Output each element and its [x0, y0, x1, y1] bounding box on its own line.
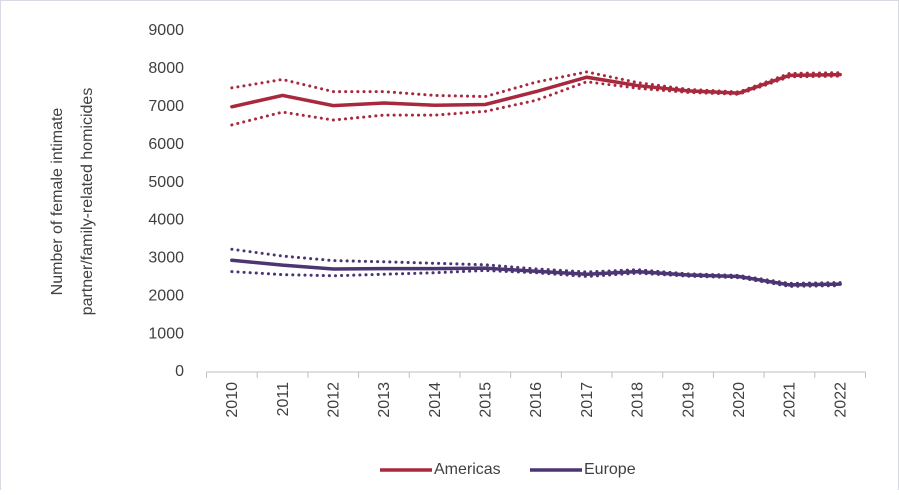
x-tick-label: 2013 — [376, 382, 393, 418]
x-tick-label: 2016 — [528, 382, 545, 418]
y-axis-label-line: Number of female intimate — [49, 108, 66, 296]
x-tick-label: 2017 — [579, 382, 596, 418]
y-tick-label: 3000 — [148, 250, 184, 267]
y-tick-label: 1000 — [148, 325, 184, 342]
x-tick-label: 2012 — [325, 382, 342, 418]
x-tick-label: 2011 — [275, 382, 292, 417]
y-tick-label: 7000 — [148, 98, 184, 115]
x-tick-label: 2014 — [427, 382, 444, 418]
legend-label: Americas — [434, 461, 501, 478]
x-tick-label: 2019 — [680, 382, 697, 418]
y-tick-label: 6000 — [148, 136, 184, 153]
legend-label: Europe — [584, 461, 636, 478]
lower-bound-line — [230, 74, 842, 127]
y-tick-label: 8000 — [148, 60, 184, 77]
y-tick-label: 5000 — [148, 174, 184, 191]
series-line — [230, 72, 842, 109]
y-tick-label: 2000 — [148, 287, 184, 304]
series-line — [230, 258, 842, 287]
x-tick-label: 2021 — [782, 382, 799, 418]
y-axis-label-line: partner/family-related homicides — [79, 88, 96, 316]
x-tick-label: 2018 — [630, 382, 647, 418]
y-tick-label: 4000 — [148, 212, 184, 229]
x-tick-label: 2010 — [224, 382, 241, 418]
upper-bound-line — [230, 247, 842, 285]
x-tick-label: 2022 — [832, 382, 849, 418]
y-tick-label: 0 — [175, 363, 184, 380]
x-tick-label: 2020 — [731, 382, 748, 418]
y-tick-label: 9000 — [148, 22, 184, 39]
x-tick-label: 2015 — [478, 382, 495, 418]
